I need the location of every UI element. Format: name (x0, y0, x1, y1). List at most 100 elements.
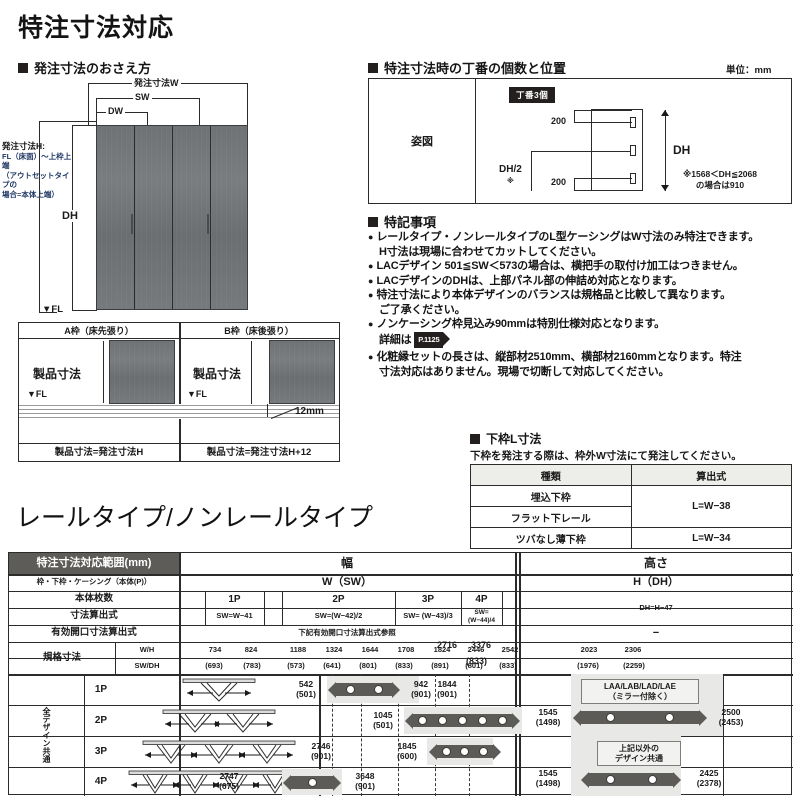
range-dot (460, 747, 470, 756)
std-swdh-7: (801) (465, 660, 483, 670)
range-row-label-4p: 4P (94, 775, 108, 787)
height-min-2-value: 1545 (538, 768, 558, 778)
header-height: 高さ (643, 555, 668, 570)
height-swdh-0: (1976) (577, 660, 599, 670)
height-tag-2-line2: デザイン共通 (615, 753, 663, 763)
range-min-3p: 1845 (600) (387, 741, 427, 762)
height-tag-1-line2: （ミラー付除く） (608, 691, 672, 701)
note-text: LACデザイン 501≦SW＜573の場合は、横把手の取付け加工はつきません。 (376, 259, 744, 272)
guide-dotted-1 (361, 674, 362, 796)
range-max-4p-sw: (901) (355, 780, 375, 791)
grid-h7 (9, 674, 793, 676)
unit-label: 単位：mm (726, 65, 772, 76)
grid-h6 (9, 658, 793, 659)
door-seam-3 (210, 126, 211, 309)
note-text: LACデザインのDHは、上部パネル部の伸詰め対応となります。 (376, 274, 683, 287)
std-wh-4: 1644 (361, 644, 379, 654)
dim-sw-label: SW (133, 92, 152, 102)
range-dot (479, 747, 489, 756)
frame-b-product-label: 製品寸法 (193, 367, 242, 381)
std-wh-6: 1824 (433, 644, 451, 654)
range-min-3p-sw: (600) (397, 750, 417, 761)
grid-h5 (9, 642, 793, 643)
range-min-3p-value: 1845 (397, 741, 417, 751)
frame-comparison-table: A枠（床先張り） 製品寸法 ▼FL 製品寸法=発注寸法H B枠（床後張り） 製品… (18, 322, 340, 462)
frame-b-fl-mark: ▼FL (187, 389, 207, 399)
grid-v-width-height-split (515, 553, 517, 796)
range-max-1p-sw: (901) (411, 688, 431, 699)
header-w-sw: W（SW） (321, 576, 373, 589)
grid-h2 (9, 591, 793, 592)
lower-frame-heading-label: 下枠L寸法 (486, 432, 542, 446)
grid-v-diagram-col (179, 674, 181, 796)
range-max-4p: 3648 (901) (345, 771, 385, 792)
height-max-2-value: 2425 (699, 768, 719, 778)
fl-marker-left: ▼FL (42, 304, 64, 315)
note-bullet-icon: ● (368, 275, 374, 286)
frame-column-separator (179, 323, 181, 461)
height-dim-formula: DH=H−47 (639, 602, 673, 612)
range-dot (457, 716, 467, 725)
table-header-row: 種類 算出式 (470, 464, 792, 486)
grid-h4 (9, 625, 793, 626)
frame-a-footer: 製品寸法=発注寸法H (19, 443, 179, 461)
hinge-note: ※1568＜DH≦2068 の場合は910 (683, 169, 757, 191)
std-wh-extra-2716: 2716 (437, 640, 458, 650)
note-bullet-icon: ● (368, 232, 374, 242)
note-continuation: ご了承ください。 (379, 304, 466, 317)
cell-kind: フラット下レール (470, 506, 632, 528)
frame-b-callout-12mm: 12mm (295, 406, 324, 417)
sub-title: レールタイプ/ノンレールタイプ (16, 504, 373, 532)
std-wh-8: 2542 (501, 644, 519, 654)
frame-a-product-label: 製品寸法 (33, 367, 82, 381)
height-range-bar-1 (581, 711, 699, 724)
range-row-label-3p: 3P (94, 745, 108, 757)
panel-count-2p: 2P (332, 593, 345, 605)
page-title: 特注寸法対応 (18, 14, 175, 42)
range-max-3p: 2746 (901) (301, 741, 341, 762)
dim-h-tick-top (39, 121, 97, 122)
dim-w-label: 発注寸法W (132, 76, 181, 89)
range-min-4p-sw: (675) (219, 780, 239, 791)
height-max-1-dh: (2453) (718, 716, 744, 727)
range-dot (373, 685, 383, 694)
ordering-dimension-diagram: 発注寸法W SW DW DH ▼FL 発注寸法H: FL（床面）〜上枠上端 （ア… (0, 55, 355, 315)
page-reference-badge[interactable]: P.1125 (414, 331, 451, 349)
panel-count-1p: 1P (228, 593, 241, 605)
notes-section-heading: 特記事項 (368, 212, 436, 231)
dim-dh-label: DH (60, 210, 80, 222)
note-item: ● レールタイプ・ノンレールタイプのL型ケーシングはW寸法のみ特注できます。 (368, 230, 796, 244)
range-dot (438, 716, 448, 725)
hinge-bottom-dim-a (574, 178, 632, 179)
height-max-2: 2425 (2378) (687, 768, 731, 789)
range-max-2p-sw: (901) (437, 688, 457, 699)
hinge-left-cell: 姿図 (411, 136, 433, 148)
range-dot (497, 716, 507, 725)
row-label-standard: 規格寸法 (42, 651, 81, 663)
frame-a-dim-line (103, 341, 104, 403)
left-section-heading-label: 発注寸法のおさえ方 (34, 61, 152, 76)
grid-v-p-b (264, 591, 265, 625)
hinge-box-divider (475, 79, 477, 203)
height-max-1-value: 2500 (721, 707, 741, 717)
frame-b-dim-line (251, 341, 252, 415)
range-min-1p-value: 542 (298, 679, 314, 689)
dim-w-tick-right (247, 83, 248, 125)
range-dot (606, 713, 615, 722)
hinge-dh-label: DH (673, 143, 691, 157)
hinge-dh-arrow-top (661, 110, 669, 116)
range-min-1p-sw: (501) (296, 688, 316, 699)
note-continuation-with-link: 詳細は P.1125 (368, 331, 796, 349)
height-range-tag-2: 上記以外の デザイン共通 (597, 741, 681, 767)
range-bar-4p (291, 776, 333, 789)
dim-h-tick-bottom (39, 312, 57, 313)
dim-sw-tick-right (199, 98, 200, 125)
note-bullet-icon: ● (368, 260, 374, 271)
dim-h-line (39, 121, 40, 313)
order-height-note: 発注寸法H: FL（床面）〜上枠上端 （アウトセットタイプの 場合=本体上端） (2, 140, 76, 199)
grid-h8 (9, 705, 793, 706)
order-height-note-line3: 場合=本体上端） (2, 189, 59, 199)
guide-dotted-3 (435, 674, 436, 796)
dim-dw-tick-right (147, 112, 148, 125)
hinge-half-mark: ※ (506, 178, 514, 185)
